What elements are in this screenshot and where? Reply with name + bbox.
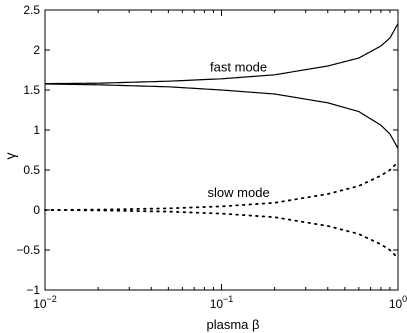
axis-ticks: −1−0.500.511.522.510−2 10−1 100: [16, 3, 407, 311]
x-tick-label-exponent: 0: [402, 294, 407, 304]
series-line-3: [44, 161, 399, 211]
x-tick-label: 10−2: [33, 294, 57, 311]
y-tick-label: −0.5: [16, 243, 40, 257]
x-tick-label-exponent: −2: [47, 294, 57, 304]
y-tick-label: 0.5: [23, 163, 40, 177]
annotation-slow-mode: slow mode: [208, 185, 270, 200]
y-tick-label: 1: [33, 123, 40, 137]
x-tick-label-base: 10: [210, 297, 224, 311]
y-tick-label: −1: [26, 283, 40, 297]
y-tick-label: 1.5: [23, 83, 40, 97]
x-tick-label: 100: [389, 294, 407, 311]
y-tick-label: 2: [33, 43, 40, 57]
y-tick-label: 2.5: [23, 3, 40, 17]
series-line-2: [44, 83, 399, 149]
series-line-4: [44, 209, 399, 259]
annotation-fast-mode: fast mode: [210, 60, 267, 75]
x-tick-label-base: 10: [389, 297, 403, 311]
plot-border: [44, 9, 399, 291]
series-line-1: [44, 23, 399, 85]
x-tick-label-base: 10: [33, 297, 47, 311]
x-axis-label: plasma β: [207, 317, 260, 332]
x-tick-label-exponent: −1: [223, 294, 233, 304]
y-tick-label: 0: [33, 203, 40, 217]
series-group: [44, 23, 399, 259]
x-tick-label: 10−1: [210, 294, 234, 311]
plot-frame: [44, 9, 399, 291]
annotations: fast mode slow mode: [208, 60, 270, 201]
y-axis-label: γ: [2, 153, 18, 160]
